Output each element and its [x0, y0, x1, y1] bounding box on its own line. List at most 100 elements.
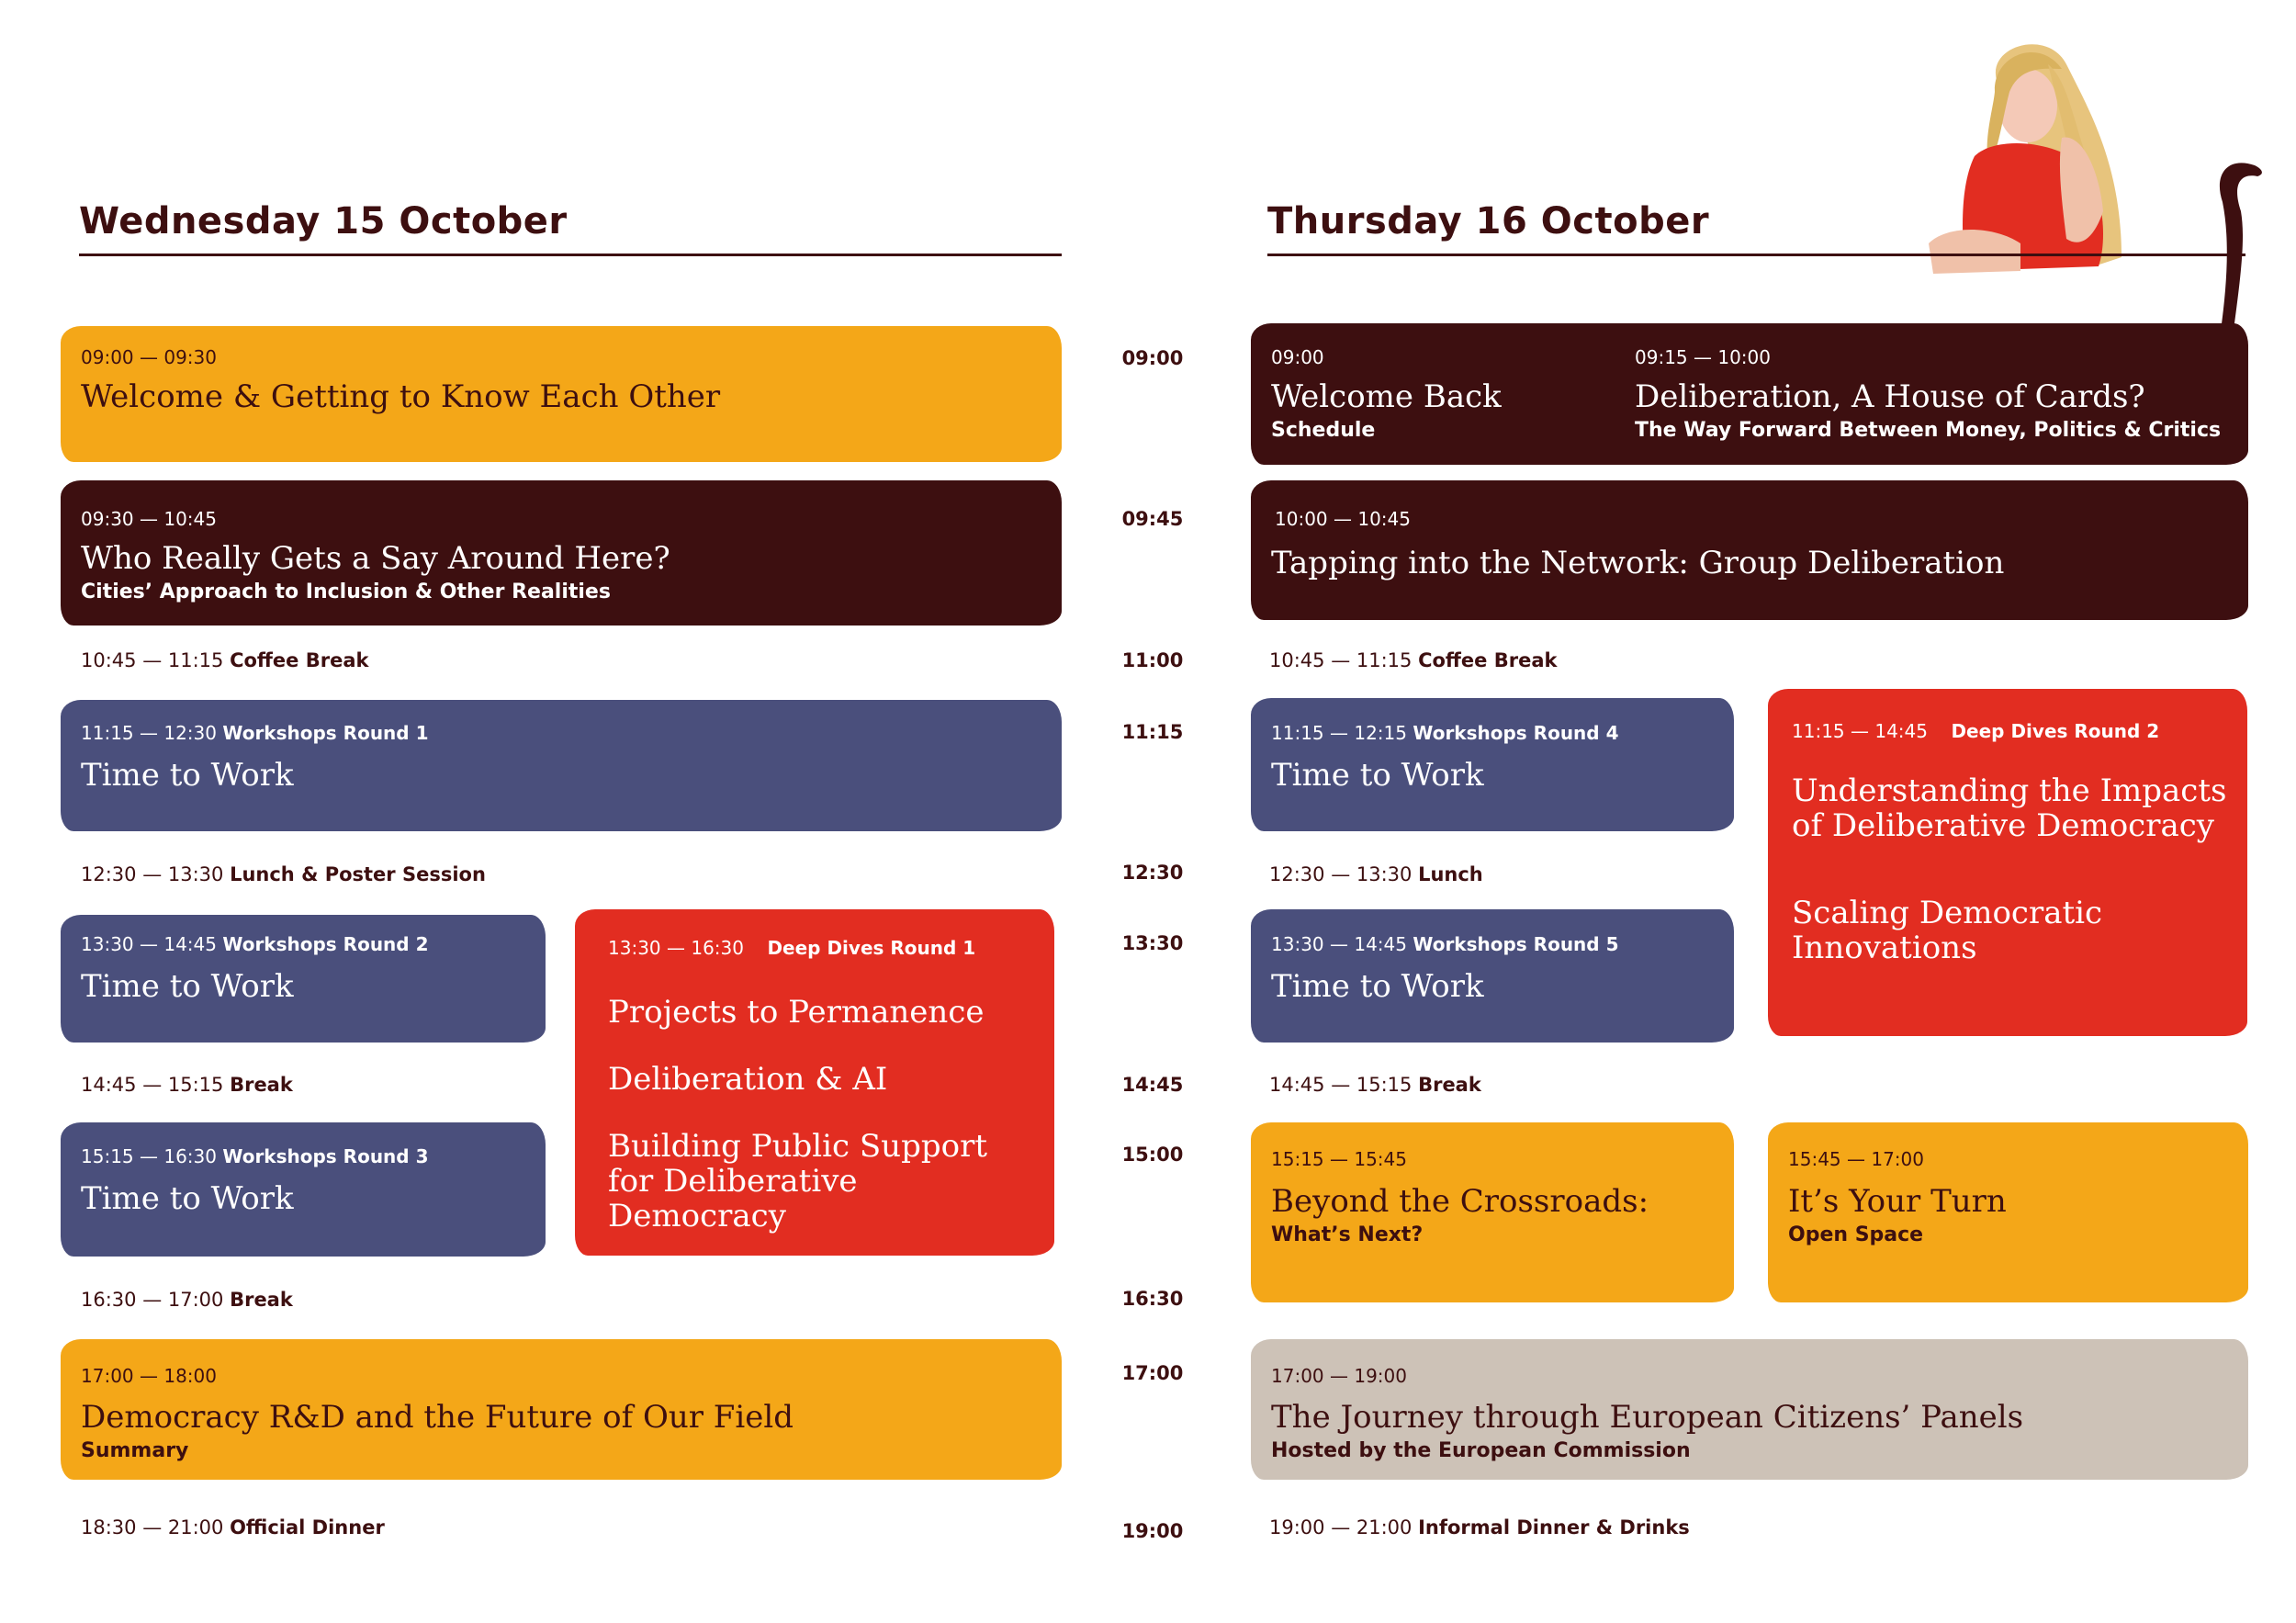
- session-subtitle: Open Space: [1788, 1223, 1924, 1246]
- break-label: Break: [1418, 1074, 1481, 1096]
- break-row-lunch: 12:30 — 13:30 Lunch: [1269, 863, 1483, 885]
- session-title: Welcome Back: [1271, 378, 1502, 415]
- session-workshops-4: 11:15 — 12:15 Workshops Round 4 Time to …: [1251, 698, 1734, 831]
- break-time: 14:45 — 15:15: [1269, 1074, 1412, 1096]
- session-subtitle: Cities’ Approach to Inclusion & Other Re…: [81, 580, 611, 603]
- session-title: Democracy R&D and the Future of Our Fiel…: [81, 1399, 794, 1436]
- session-time: 13:30 — 14:45 Workshops Round 5: [1271, 933, 1619, 955]
- session-title: Time to Work: [81, 1180, 294, 1217]
- session-subtitle: The Way Forward Between Money, Politics …: [1635, 419, 2222, 442]
- break-time: 18:30 — 21:00: [81, 1516, 224, 1538]
- break-row-coffee: 10:45 — 11:15 Coffee Break: [1269, 649, 1557, 671]
- session-democracy-rd: 17:00 — 18:00 Democracy R&D and the Futu…: [61, 1339, 1062, 1480]
- session-its-your-turn: 15:45 — 17:00 It’s Your Turn Open Space: [1768, 1122, 2248, 1302]
- timeline-1115: 11:15: [1121, 721, 1184, 743]
- session-time: 13:30 — 14:45 Workshops Round 2: [81, 933, 429, 955]
- session-time: 09:30 — 10:45: [81, 508, 217, 530]
- session-time: 09:00 — 09:30: [81, 346, 217, 368]
- wednesday-title: Wednesday 15 October: [79, 200, 568, 242]
- timeline-1230: 12:30: [1121, 862, 1184, 884]
- session-time: 15:15 — 15:45: [1271, 1148, 1407, 1170]
- session-welcome-back: 09:00 Welcome Back Schedule 09:15 — 10:0…: [1251, 323, 2248, 465]
- session-time: 17:00 — 18:00: [81, 1365, 217, 1387]
- break-label: Lunch: [1418, 863, 1483, 885]
- session-time: 11:15 — 12:15 Workshops Round 4: [1271, 722, 1619, 744]
- break-label: Informal Dinner & Drinks: [1418, 1516, 1690, 1538]
- session-time: 17:00 — 19:00: [1271, 1365, 1407, 1387]
- break-time: 12:30 — 13:30: [1269, 863, 1412, 885]
- session-workshops-1: 11:15 — 12:30 Workshops Round 1 Time to …: [61, 700, 1062, 831]
- session-time: 09:15 — 10:00: [1635, 346, 1771, 368]
- session-time: 11:15 — 14:45 Deep Dives Round 2: [1792, 720, 2160, 742]
- girl-leaning-on-line-illustration: [1929, 44, 2262, 331]
- deep-dive-item: Understanding the Impacts of Deliberativ…: [1792, 772, 2227, 844]
- break-row-coffee: 10:45 — 11:15 Coffee Break: [81, 649, 368, 671]
- break-time: 12:30 — 13:30: [81, 863, 224, 885]
- session-subtitle: Hosted by the European Commission: [1271, 1439, 1691, 1462]
- break-time: 10:45 — 11:15: [1269, 649, 1412, 671]
- break-row-break-1: 14:45 — 15:15 Break: [81, 1074, 293, 1096]
- break-row-dinner: 18:30 — 21:00 Official Dinner: [81, 1516, 385, 1538]
- wednesday-divider: [79, 254, 1062, 256]
- session-title: Who Really Gets a Say Around Here?: [81, 540, 670, 577]
- break-label: Coffee Break: [1418, 649, 1558, 671]
- thursday-title: Thursday 16 October: [1267, 200, 1710, 242]
- session-title: Time to Work: [1271, 968, 1484, 1005]
- session-subtitle: Summary: [81, 1439, 189, 1462]
- break-label: Break: [230, 1289, 293, 1311]
- timeline-0945: 09:45: [1121, 508, 1184, 530]
- session-workshops-5: 13:30 — 14:45 Workshops Round 5 Time to …: [1251, 909, 1734, 1043]
- break-row-lunch: 12:30 — 13:30 Lunch & Poster Session: [81, 863, 486, 885]
- session-title: Time to Work: [1271, 757, 1484, 794]
- session-subtitle: Schedule: [1271, 419, 1376, 442]
- session-title: Welcome & Getting to Know Each Other: [81, 378, 721, 415]
- session-deep-dives-1: 13:30 — 16:30 Deep Dives Round 1 Project…: [575, 909, 1054, 1256]
- timeline-1630: 16:30: [1121, 1288, 1184, 1310]
- session-beyond-crossroads: 15:15 — 15:45 Beyond the Crossroads: Wha…: [1251, 1122, 1734, 1302]
- session-title: The Journey through European Citizens’ P…: [1271, 1399, 2024, 1436]
- session-time: 09:00: [1271, 346, 1324, 368]
- break-row-break-2: 16:30 — 17:00 Break: [81, 1289, 293, 1311]
- timeline-1445: 14:45: [1121, 1074, 1184, 1096]
- break-time: 14:45 — 15:15: [81, 1074, 224, 1096]
- timeline-1700: 17:00: [1121, 1362, 1184, 1384]
- session-time: 15:45 — 17:00: [1788, 1148, 1924, 1170]
- deep-dive-item: Building Public Support for Deliberative…: [608, 1128, 987, 1234]
- break-label: Coffee Break: [230, 649, 369, 671]
- session-time: 10:00 — 10:45: [1275, 508, 1411, 530]
- deep-dive-item: Scaling Democratic Innovations: [1792, 895, 2103, 966]
- timeline-1900: 19:00: [1121, 1520, 1184, 1542]
- timeline-1500: 15:00: [1121, 1144, 1184, 1166]
- session-welcome: 09:00 — 09:30 Welcome & Getting to Know …: [61, 326, 1062, 462]
- session-time: 15:15 — 16:30 Workshops Round 3: [81, 1145, 429, 1167]
- session-time: 13:30 — 16:30 Deep Dives Round 1: [608, 937, 976, 959]
- session-title: It’s Your Turn: [1788, 1183, 2007, 1220]
- deep-dive-item: Projects to Permanence: [608, 994, 985, 1031]
- deep-dive-item: Deliberation & AI: [608, 1061, 888, 1098]
- session-subtitle: What’s Next?: [1271, 1223, 1424, 1246]
- timeline-0900: 09:00: [1121, 347, 1184, 369]
- break-label: Break: [230, 1074, 293, 1096]
- timeline-1330: 13:30: [1121, 932, 1184, 954]
- session-title: Time to Work: [81, 757, 294, 794]
- break-label: Official Dinner: [230, 1516, 385, 1538]
- session-title: Deliberation, A House of Cards?: [1635, 378, 2145, 415]
- session-who-gets-a-say: 09:30 — 10:45 Who Really Gets a Say Arou…: [61, 480, 1062, 626]
- session-title: Beyond the Crossroads:: [1271, 1183, 1649, 1220]
- session-title: Time to Work: [81, 968, 294, 1005]
- session-time: 11:15 — 12:30 Workshops Round 1: [81, 722, 429, 744]
- thursday-divider: [1267, 254, 2245, 256]
- break-time: 10:45 — 11:15: [81, 649, 224, 671]
- break-time: 16:30 — 17:00: [81, 1289, 224, 1311]
- session-deep-dives-2: 11:15 — 14:45 Deep Dives Round 2 Underst…: [1768, 689, 2247, 1036]
- break-label: Lunch & Poster Session: [230, 863, 486, 885]
- timeline-1100: 11:00: [1121, 649, 1184, 671]
- break-time: 19:00 — 21:00: [1269, 1516, 1412, 1538]
- session-workshops-2: 13:30 — 14:45 Workshops Round 2 Time to …: [61, 915, 546, 1043]
- break-row-break-1: 14:45 — 15:15 Break: [1269, 1074, 1481, 1096]
- session-journey-citizens-panels: 17:00 — 19:00 The Journey through Europe…: [1251, 1339, 2248, 1480]
- session-workshops-3: 15:15 — 16:30 Workshops Round 3 Time to …: [61, 1122, 546, 1257]
- session-title: Tapping into the Network: Group Delibera…: [1271, 545, 2005, 581]
- break-row-dinner: 19:00 — 21:00 Informal Dinner & Drinks: [1269, 1516, 1690, 1538]
- session-tapping-network: 10:00 — 10:45 Tapping into the Network: …: [1251, 480, 2248, 620]
